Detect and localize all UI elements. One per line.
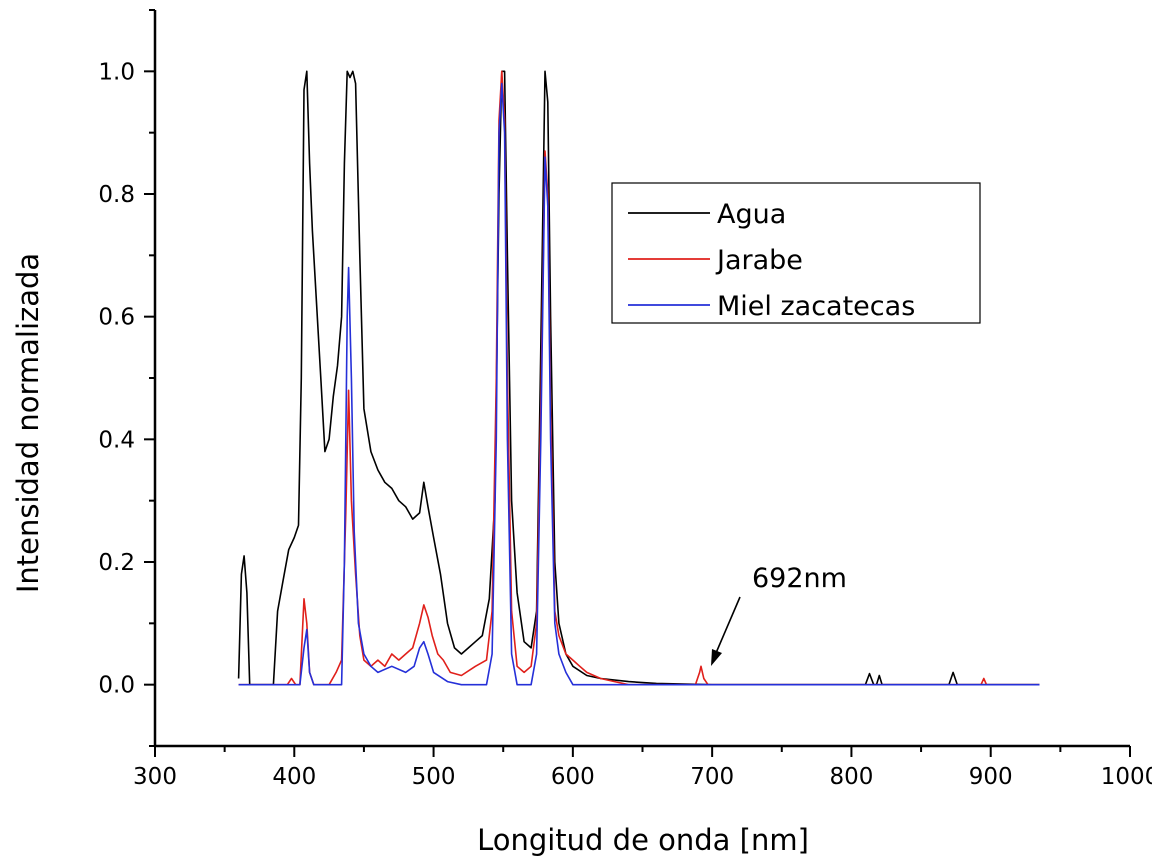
x-tick-label: 400 [272,764,316,790]
annotation-label: 692nm [752,563,847,594]
x-tick-label: 1000 [1101,764,1152,790]
x-tick-label: 500 [412,764,456,790]
peak-annotation: 692nm [711,563,847,666]
x-axis-title: Longitud de onda [nm] [477,823,809,857]
series-line-miel [239,84,1040,685]
axes: 300 400 500 600 700 800 900 1000 0.0 0.2 0.4 0.6 0.8… [98,10,1152,790]
y-tick-label: 0.2 [98,550,135,576]
legend-label-agua: Agua [717,199,786,230]
legend: Agua Jarabe Miel zacatecas [612,183,980,323]
series-line-agua [239,71,1040,684]
y-tick-label: 0.4 [98,427,135,453]
y-tick-label: 0.8 [98,182,135,208]
x-tick-label: 800 [829,764,873,790]
series-line-jarabe [239,71,1040,684]
x-tick-label: 600 [551,764,595,790]
x-tick-label: 300 [133,764,177,790]
y-tick-label: 0.6 [98,305,135,331]
x-tick-label: 900 [969,764,1013,790]
y-tick-label: 1.0 [98,59,135,85]
x-tick-label: 700 [690,764,734,790]
annotation-arrow-shaft [716,597,740,653]
y-axis-title: Intensidad normalizada [11,253,45,593]
annotation-arrow-head [711,649,722,666]
series-layer [239,71,1040,684]
legend-label-jarabe: Jarabe [715,245,803,276]
y-tick-label: 0.0 [98,673,135,699]
legend-label-miel: Miel zacatecas [717,291,915,322]
